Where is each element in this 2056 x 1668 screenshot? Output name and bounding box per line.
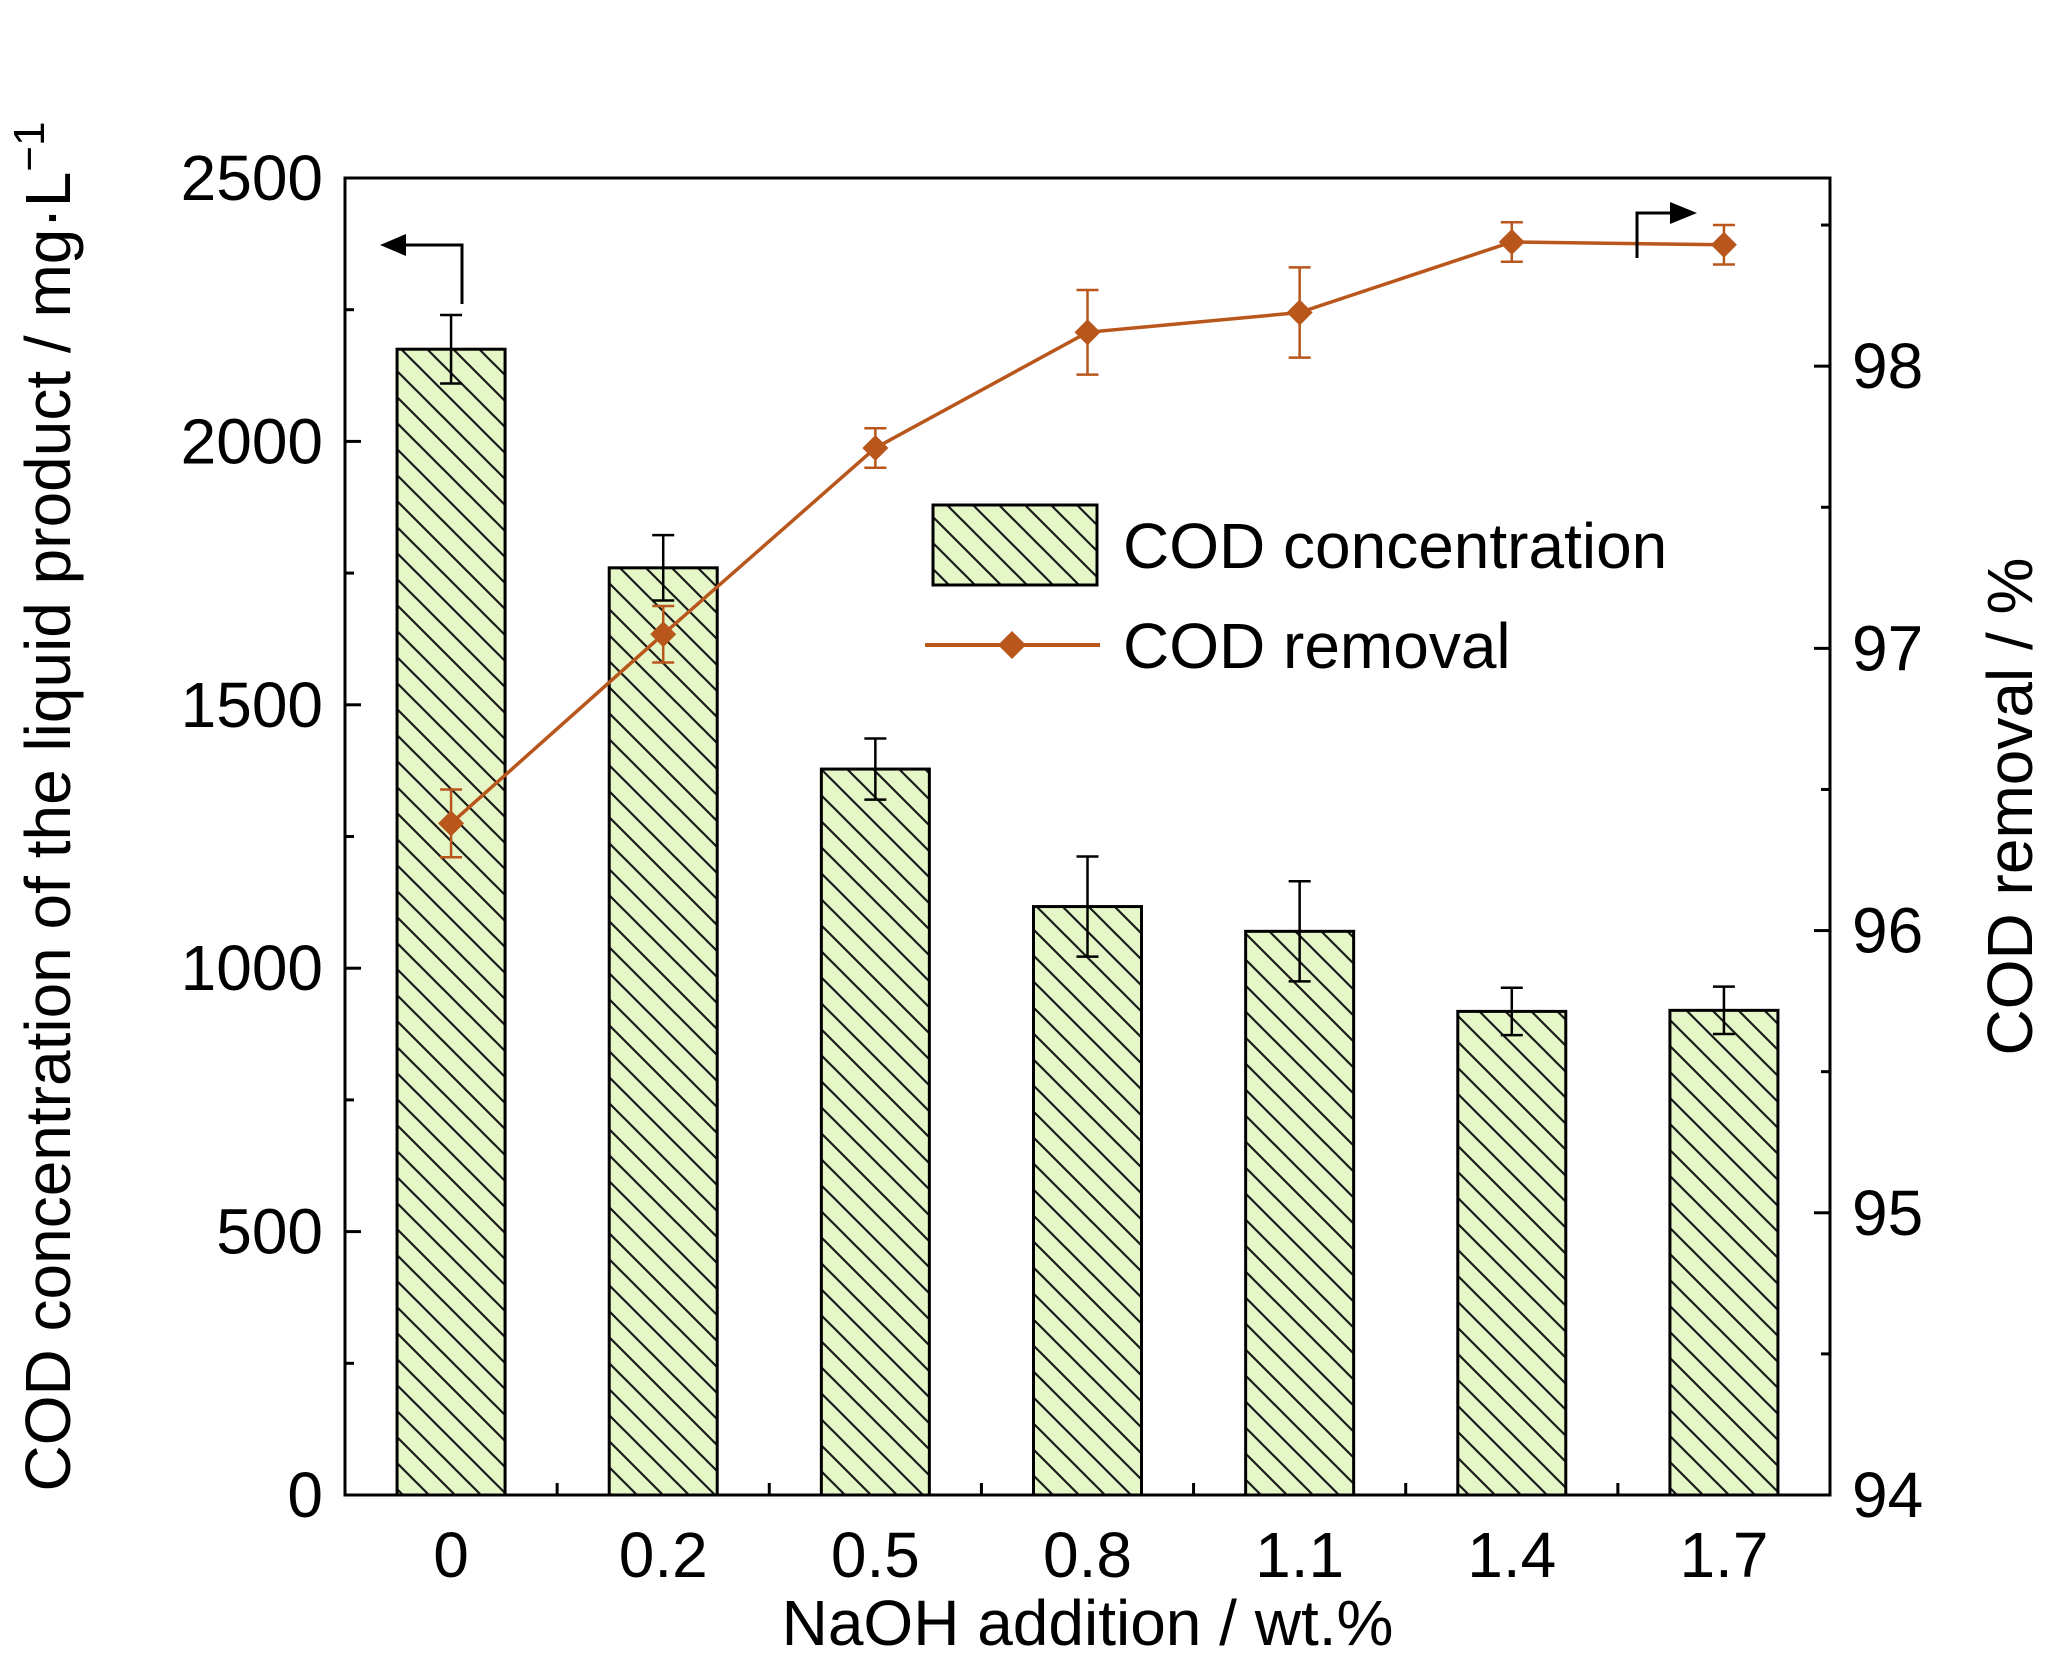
x-tick-label: 1.4	[1467, 1519, 1556, 1591]
line-point	[862, 434, 889, 461]
left-y-axis-title-text: COD concentration of the liquid product …	[12, 172, 84, 1492]
x-tick-label: 0.5	[831, 1519, 920, 1591]
right-y-tick-label: 94	[1852, 1459, 1923, 1531]
x-axis-title: NaOH addition / wt.%	[782, 1587, 1394, 1659]
legend-label-cod-concentration: COD concentration	[1123, 510, 1667, 582]
bar	[1244, 929, 1356, 1497]
left-y-tick-label: 0	[287, 1459, 323, 1531]
line-series-cod-removal	[438, 220, 1737, 859]
x-tick-label: 1.1	[1255, 1519, 1344, 1591]
left-y-tick-label: 2500	[181, 142, 323, 214]
legend: COD concentration COD removal	[925, 503, 1667, 682]
x-tick-label: 1.7	[1679, 1519, 1768, 1591]
legend-swatch-bar	[931, 503, 1099, 587]
x-tick-label: 0.2	[619, 1519, 708, 1591]
left-y-tick-label: 1500	[181, 669, 323, 741]
left-axis-arrow-icon	[380, 234, 464, 304]
line-point	[1286, 299, 1313, 326]
bar	[395, 347, 507, 1497]
right-axis-arrow-icon	[1635, 202, 1697, 258]
x-tick-label: 0.8	[1043, 1519, 1132, 1591]
x-tick-label: 0	[433, 1519, 469, 1591]
line-point	[1074, 319, 1101, 346]
line-point	[1710, 231, 1737, 258]
legend-swatch-marker	[998, 631, 1026, 659]
bar-error-bars	[440, 313, 1735, 1037]
left-y-axis-title-superscript: −1	[5, 122, 54, 172]
left-y-tick-label: 1000	[181, 932, 323, 1004]
left-y-axis-title: COD concentration of the liquid product …	[5, 122, 84, 1492]
right-y-tick-label: 98	[1852, 330, 1923, 402]
bar	[1456, 1009, 1568, 1497]
right-y-tick-label: 97	[1852, 612, 1923, 684]
bar	[1668, 1008, 1780, 1497]
line-point	[438, 810, 465, 837]
line-point	[1498, 228, 1525, 255]
right-y-axis: 94 95 96 97 98	[1814, 223, 1923, 1531]
left-y-tick-label: 500	[216, 1196, 323, 1268]
left-y-axis: 0 500 1000 1500 2000 2500	[181, 142, 361, 1531]
bar	[819, 767, 931, 1497]
legend-label-cod-removal: COD removal	[1123, 610, 1511, 682]
line-point	[650, 621, 677, 648]
x-axis: 0 0.2 0.5 0.8 1.1 1.4 1.7	[433, 1483, 1768, 1591]
right-y-tick-label: 95	[1852, 1177, 1923, 1249]
bar	[1032, 905, 1143, 1497]
right-y-tick-label: 96	[1852, 895, 1923, 967]
right-y-axis-title: COD removal / %	[1974, 558, 2046, 1056]
bar	[607, 566, 719, 1497]
left-y-tick-label: 2000	[181, 405, 323, 477]
